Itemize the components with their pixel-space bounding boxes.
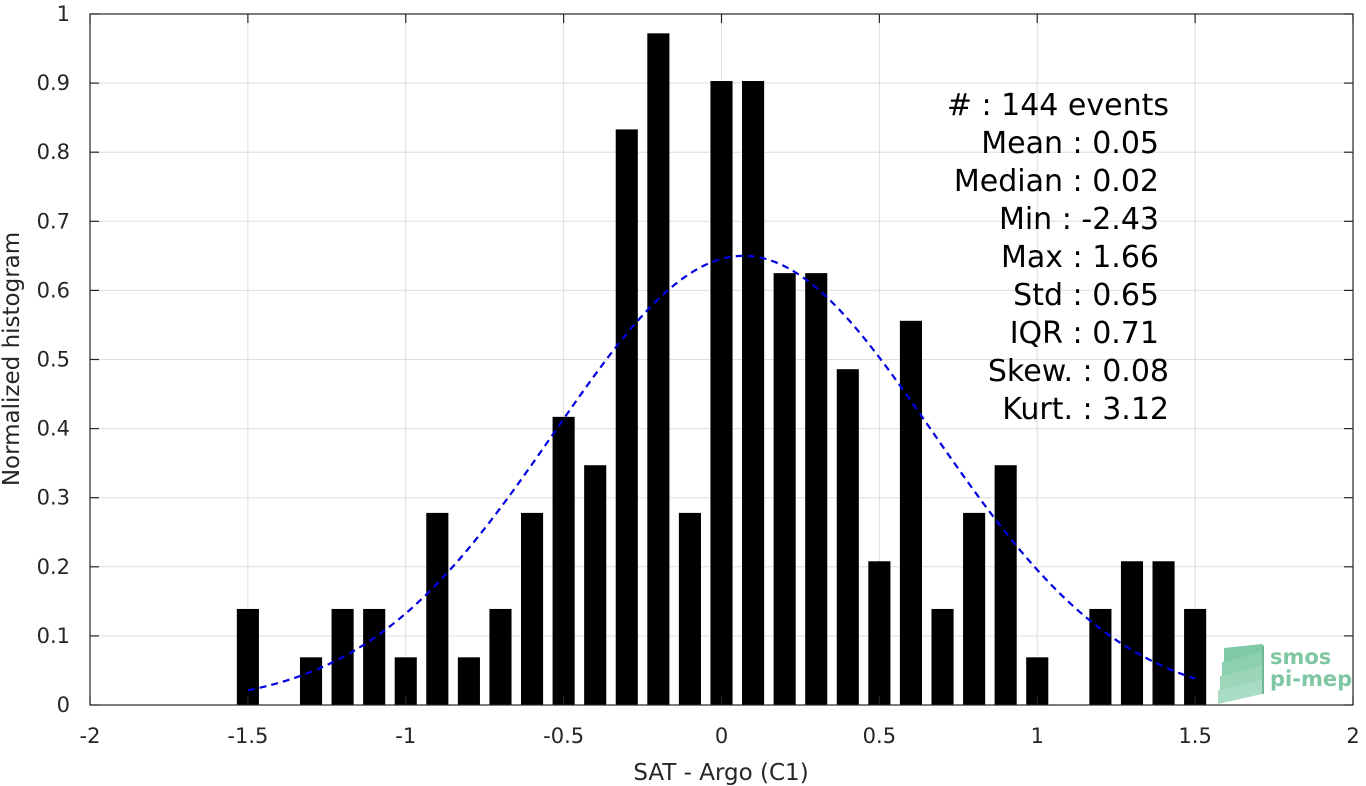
y-tick-label: 0.3 bbox=[37, 486, 70, 510]
histogram-bar bbox=[394, 657, 417, 705]
histogram-bar bbox=[868, 561, 891, 705]
gaussian-fit-curve bbox=[247, 254, 1196, 692]
histogram-bar bbox=[236, 608, 259, 705]
x-tick-label: -1.5 bbox=[227, 724, 268, 748]
histogram-bar bbox=[963, 512, 986, 705]
logo-line2: pi-mep bbox=[1270, 667, 1352, 691]
y-axis-label: Normalized histogram bbox=[0, 232, 25, 486]
histogram-bar bbox=[1026, 657, 1049, 705]
y-tick-label: 0.1 bbox=[37, 624, 70, 648]
stat-line: Min : -2.43 bbox=[999, 202, 1159, 237]
stat-line: Std : 0.65 bbox=[1013, 278, 1159, 313]
histogram-bar bbox=[742, 81, 765, 706]
y-tick-label: 1 bbox=[57, 2, 70, 26]
histogram-bar bbox=[552, 416, 575, 705]
y-tick-label: 0.4 bbox=[37, 417, 70, 441]
histogram-bars bbox=[236, 33, 1207, 706]
histogram-bar bbox=[1089, 608, 1112, 705]
stat-line: Median : 0.02 bbox=[954, 164, 1159, 199]
stat-line: Kurt. : 3.12 bbox=[1002, 392, 1169, 427]
histogram-bar bbox=[426, 512, 449, 705]
x-tick-label: -0.5 bbox=[543, 724, 584, 748]
histogram-bar bbox=[931, 608, 954, 705]
y-tick-label: 0.2 bbox=[37, 555, 70, 579]
histogram-bar bbox=[710, 81, 733, 706]
x-tick-label: 1 bbox=[1031, 724, 1044, 748]
histogram-bar bbox=[363, 608, 386, 705]
y-tick-label: 0.8 bbox=[37, 140, 70, 164]
y-tick-label: 0.5 bbox=[37, 348, 70, 372]
x-tick-labels: -2 -1.5 -1 -0.5 0 0.5 1 1.5 2 bbox=[80, 724, 1360, 748]
histogram-bar bbox=[489, 608, 512, 705]
axis-ticks bbox=[89, 13, 1354, 706]
histogram-bar bbox=[899, 320, 923, 705]
histogram-bar bbox=[773, 273, 796, 705]
histogram-bar bbox=[1152, 561, 1175, 705]
smos-pi-mep-logo: smos pi-mep bbox=[1218, 644, 1352, 704]
x-tick-label: 0 bbox=[715, 724, 728, 748]
histogram-bar bbox=[805, 273, 828, 705]
histogram-bar bbox=[647, 33, 670, 705]
y-tick-label: 0.9 bbox=[37, 71, 70, 95]
x-tick-label: 2 bbox=[1346, 724, 1359, 748]
histogram-bar bbox=[457, 657, 480, 705]
histogram-bar bbox=[836, 369, 859, 705]
histogram-bar bbox=[299, 657, 323, 705]
y-tick-label: 0 bbox=[57, 693, 70, 717]
stat-line: IQR : 0.71 bbox=[1010, 316, 1159, 351]
stat-line: Max : 1.66 bbox=[1001, 240, 1159, 275]
x-axis-label: SAT - Argo (C1) bbox=[633, 760, 808, 786]
histogram-bar bbox=[1120, 561, 1144, 705]
histogram-bar bbox=[994, 465, 1017, 705]
histogram-bar bbox=[615, 129, 638, 706]
x-tick-label: -1 bbox=[395, 724, 416, 748]
histogram-bar bbox=[584, 465, 607, 705]
histogram-bar bbox=[1184, 608, 1207, 705]
histogram-bar bbox=[678, 512, 701, 705]
logo-line1: smos bbox=[1270, 645, 1331, 669]
y-tick-label: 0.6 bbox=[37, 278, 70, 302]
y-tick-labels: 0 0.1 0.2 0.3 0.4 0.5 0.6 0.7 0.8 0.9 1 bbox=[37, 2, 70, 717]
logo-layers-icon bbox=[1218, 644, 1264, 704]
x-tick-label: 0.5 bbox=[863, 724, 896, 748]
x-tick-label: -2 bbox=[80, 724, 101, 748]
stat-line: # : 144 events bbox=[947, 88, 1169, 123]
stat-line: Mean : 0.05 bbox=[981, 126, 1159, 161]
histogram-bar bbox=[520, 512, 544, 705]
stat-line: Skew. : 0.08 bbox=[988, 354, 1169, 389]
y-tick-label: 0.7 bbox=[37, 209, 70, 233]
x-tick-label: 1.5 bbox=[1178, 724, 1211, 748]
